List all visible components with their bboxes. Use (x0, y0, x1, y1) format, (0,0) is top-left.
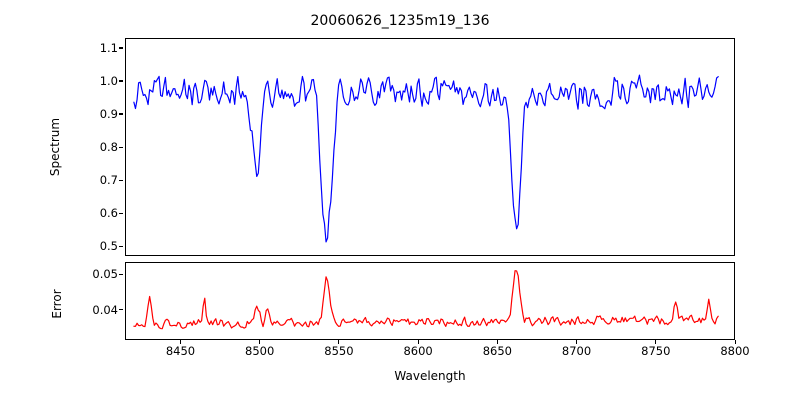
spectrum-ytick-label: 1.0 (99, 73, 118, 88)
spectrum-ytick-label: 0.6 (99, 206, 118, 221)
x-axis-tick-label: 8800 (720, 344, 750, 358)
x-axis-tick-mark (179, 340, 182, 344)
x-axis-tick-mark (259, 340, 261, 344)
x-axis-tick-label: 8500 (245, 344, 275, 358)
spectrum-ytick-label: 0.8 (99, 140, 118, 154)
spectrum-ytick-label: 0.9 (99, 106, 118, 121)
x-axis-label: Wavelength (394, 369, 466, 383)
x-axis-tick-label: 8750 (641, 344, 671, 358)
error-line-series (126, 263, 734, 339)
spectrum-ytick-label: 0.7 (99, 173, 118, 188)
spectrum-y-axis-ticks: 0.5 0.6 0.7 0.8 0.9 1.0 1.1 (76, 0, 118, 400)
x-axis-tick-label: 8450 (165, 344, 196, 358)
x-axis-tick-mark (417, 340, 419, 344)
spectrum-y-axis-label: Spectrum (48, 117, 62, 177)
error-ytick-label: 0.04 (92, 302, 118, 317)
error-y-axis-label: Error (50, 289, 64, 319)
spectrum-line-series (126, 39, 734, 255)
x-axis-tick-mark (496, 340, 498, 344)
error-ytick-label: 0.05 (92, 267, 118, 282)
x-axis-tick-mark (734, 340, 736, 344)
error-y-axis-ticks: 0.04 0.05 (76, 0, 118, 400)
x-axis-tick-label: 8700 (561, 344, 592, 358)
spectrum-ytick-mark (119, 245, 123, 247)
spectrum-ytick-label: 1.1 (99, 40, 118, 55)
spectrum-ytick-mark (119, 212, 123, 214)
error-ytick-mark (119, 309, 123, 311)
spectrum-ytick-mark (119, 47, 123, 49)
spectrum-ytick-mark (119, 179, 123, 181)
spectrum-ytick-label: 0.5 (99, 239, 118, 254)
error-ytick-mark (119, 273, 123, 275)
spectrum-ytick-mark (119, 146, 123, 148)
x-axis-tick-mark (576, 340, 578, 344)
page-title: 20060626_1235m19_136 (310, 13, 490, 29)
x-axis-tick-label: 8600 (403, 344, 433, 358)
x-axis-tick-mark (338, 340, 340, 344)
error-panel (125, 262, 735, 340)
x-axis-tick-label: 8550 (324, 344, 354, 358)
spectrum-ytick-mark (119, 113, 123, 115)
x-axis-tick-mark (655, 340, 657, 344)
spectrum-ytick-mark (119, 80, 123, 82)
spectrum-panel (125, 38, 735, 256)
x-axis-tick-label: 8650 (482, 344, 512, 358)
